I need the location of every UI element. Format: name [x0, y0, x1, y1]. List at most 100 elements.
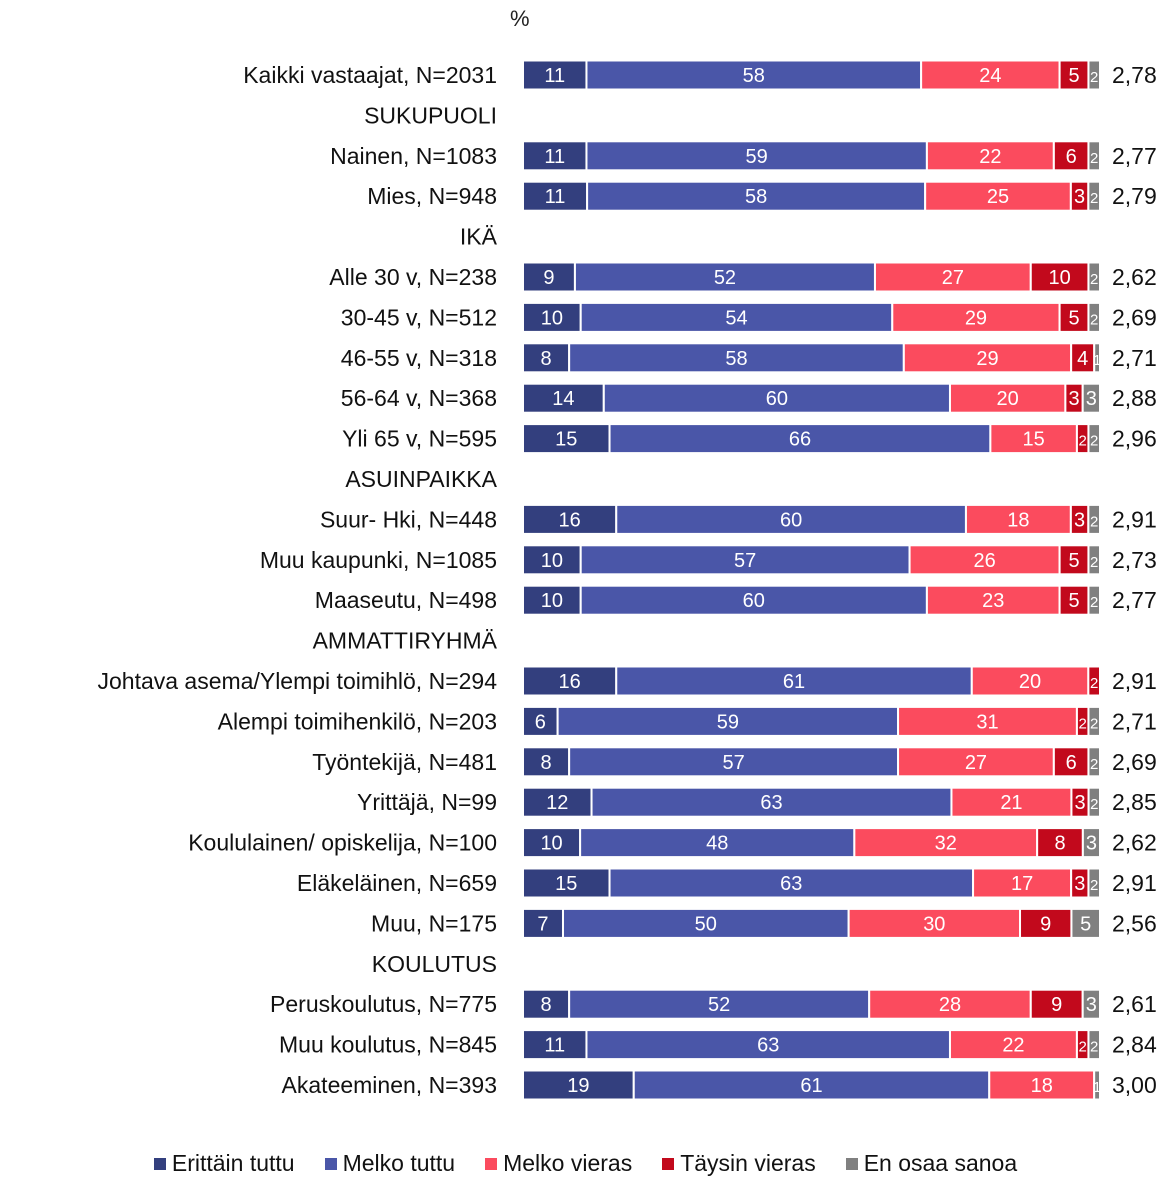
data-label: 58 — [743, 65, 765, 87]
bar-segment — [1081, 988, 1101, 1020]
bar-segment — [924, 180, 1072, 212]
data-label: 11 — [545, 186, 566, 208]
bar-segment — [950, 786, 1073, 818]
data-label: 57 — [722, 752, 744, 774]
bar-segment — [522, 261, 576, 293]
mean-value: 2,84 — [1112, 1032, 1157, 1058]
legend-label: Erittäin tuttu — [171, 1150, 295, 1176]
bar-segment — [1052, 746, 1090, 778]
bar-segment — [964, 503, 1072, 535]
bar-segment — [970, 665, 1090, 697]
bar-segment — [585, 1029, 951, 1061]
data-label: 2 — [1090, 675, 1098, 692]
legend-swatch — [153, 1157, 166, 1170]
data-label: 5 — [1068, 307, 1079, 329]
bar-segment — [522, 301, 582, 333]
bar-segment — [1087, 1029, 1101, 1061]
data-label: 2 — [1090, 311, 1098, 328]
row-label: Kaikki vastaajat, N=2031 — [243, 62, 497, 88]
data-label: 10 — [541, 550, 563, 572]
bar-segment — [522, 503, 618, 535]
unit-label: % — [510, 6, 530, 31]
data-label: 5 — [1080, 913, 1091, 935]
data-label: 2 — [1090, 756, 1098, 773]
legend-swatch — [662, 1157, 675, 1170]
data-label: 1 — [1093, 352, 1101, 369]
row-label: Mies, N=948 — [367, 183, 497, 209]
data-label: 8 — [541, 994, 552, 1016]
bar-segment — [873, 261, 1032, 293]
data-label: 2 — [1090, 715, 1098, 732]
data-label: 11 — [544, 1035, 565, 1057]
bar-segment — [1036, 827, 1084, 859]
bar-segment — [561, 907, 850, 939]
data-label: 10 — [1048, 267, 1070, 289]
bar-segment — [897, 746, 1055, 778]
legend-item: Melko tuttu — [324, 1150, 455, 1177]
data-label: 54 — [725, 307, 747, 329]
bar-segment — [522, 1029, 588, 1061]
data-label: 16 — [559, 671, 581, 693]
mean-value: 2,96 — [1112, 426, 1157, 452]
mean-value: 2,73 — [1112, 547, 1157, 573]
bar-segment — [1087, 544, 1101, 576]
bar-segment — [1087, 140, 1101, 172]
data-label: 28 — [939, 994, 961, 1016]
data-label: 26 — [973, 550, 995, 572]
data-label: 3 — [1074, 509, 1085, 531]
data-label: 2 — [1079, 715, 1087, 732]
row-label: Yli 65 v, N=595 — [342, 426, 497, 452]
legend-label: Täysin vieras — [680, 1150, 816, 1176]
legend-item: Täysin vieras — [662, 1150, 816, 1177]
bar-segment — [1087, 746, 1101, 778]
legend-label: En osaa sanoa — [863, 1150, 1018, 1176]
row-label: Nainen, N=1083 — [330, 143, 497, 169]
data-label: 29 — [976, 348, 998, 370]
data-label: 8 — [1054, 833, 1065, 855]
bar-segment — [1087, 180, 1101, 212]
bar-segment — [522, 988, 571, 1020]
bar-segment — [568, 988, 871, 1020]
bar-segment — [897, 705, 1078, 737]
data-label: 10 — [541, 307, 563, 329]
mean-value: 2,61 — [1112, 991, 1157, 1017]
data-label: 2 — [1090, 594, 1098, 611]
bar-segment — [1081, 382, 1101, 414]
row-label: Työntekijä, N=481 — [312, 749, 497, 775]
mean-value: 2,85 — [1112, 789, 1157, 815]
bar-segment — [1087, 503, 1101, 535]
row-label: Akateeminen, N=393 — [282, 1072, 497, 1098]
mean-value: 2,88 — [1112, 385, 1157, 411]
data-label: 5 — [1068, 65, 1079, 87]
bar-segment — [1093, 1069, 1102, 1101]
row-label: Maaseutu, N=498 — [315, 587, 497, 613]
data-label: 60 — [743, 590, 765, 612]
data-label: 2 — [1090, 513, 1098, 530]
mean-value: 3,00 — [1112, 1072, 1157, 1098]
data-label: 22 — [979, 146, 1001, 168]
bar-segment — [615, 665, 973, 697]
data-label: 23 — [982, 590, 1004, 612]
data-label: 7 — [537, 913, 548, 935]
data-label: 18 — [1031, 1075, 1053, 1097]
data-label: 59 — [717, 711, 739, 733]
bar-segment — [585, 59, 923, 91]
data-label: 63 — [780, 873, 802, 895]
data-label: 2 — [1090, 150, 1098, 167]
bar-segment — [1029, 988, 1084, 1020]
bar-segment — [522, 786, 593, 818]
data-label: 14 — [552, 388, 574, 410]
bar-segment — [590, 786, 953, 818]
legend-item: Erittäin tuttu — [153, 1150, 295, 1177]
legend-swatch — [845, 1157, 858, 1170]
bar-segment — [522, 342, 571, 374]
data-label: 50 — [695, 913, 717, 935]
group-header: KOULUTUS — [372, 951, 497, 977]
row-label: Peruskoulutus, N=775 — [270, 991, 497, 1017]
data-label: 5 — [1068, 550, 1079, 572]
data-label: 17 — [1011, 873, 1033, 895]
bar-segment — [568, 746, 900, 778]
data-label: 15 — [1023, 429, 1045, 451]
data-label: 3 — [1074, 873, 1085, 895]
mean-value: 2,91 — [1112, 668, 1157, 694]
